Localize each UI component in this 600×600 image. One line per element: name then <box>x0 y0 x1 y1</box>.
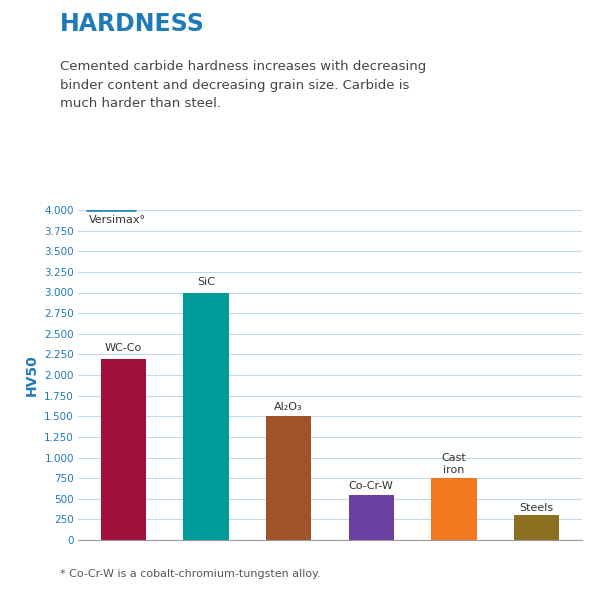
Text: Versimax°: Versimax° <box>89 215 146 225</box>
Text: Steels: Steels <box>520 503 554 513</box>
Bar <box>514 515 559 540</box>
Text: WC-Co: WC-Co <box>105 343 142 353</box>
Bar <box>184 292 229 540</box>
Y-axis label: HV50: HV50 <box>25 354 38 396</box>
Bar <box>101 358 146 540</box>
Text: * Co-Cr-W is a cobalt-chromium-tungsten alloy.: * Co-Cr-W is a cobalt-chromium-tungsten … <box>60 569 321 579</box>
Text: Co-Cr-W: Co-Cr-W <box>349 481 394 491</box>
Text: Al₂O₃: Al₂O₃ <box>274 402 303 412</box>
Text: Cast
iron: Cast iron <box>442 453 466 475</box>
Text: HARDNESS: HARDNESS <box>60 12 205 36</box>
Text: SiC: SiC <box>197 277 215 287</box>
Text: Cemented carbide hardness increases with decreasing
binder content and decreasin: Cemented carbide hardness increases with… <box>60 60 426 110</box>
Bar <box>349 494 394 540</box>
Bar <box>266 416 311 540</box>
Bar <box>431 478 476 540</box>
